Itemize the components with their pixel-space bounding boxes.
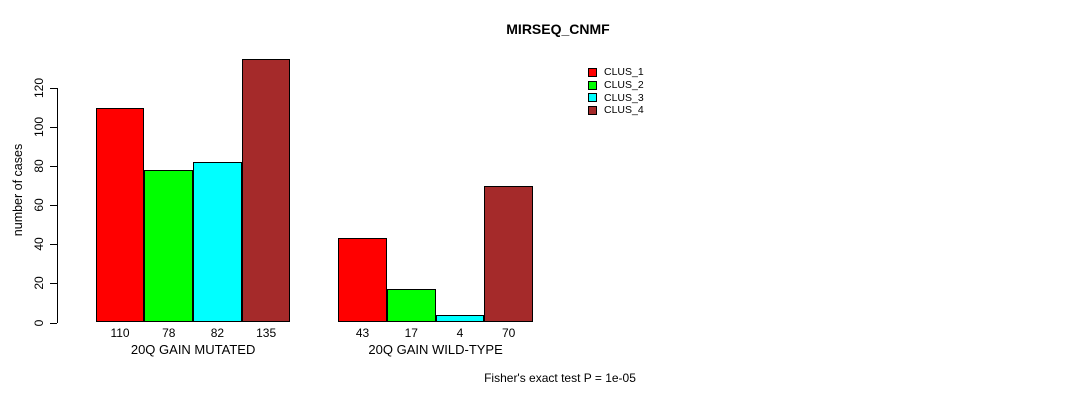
y-axis-tick [50, 205, 57, 207]
y-axis-tick-label: 0 [32, 319, 46, 326]
bar-value-label: 78 [162, 325, 176, 340]
bar-value-label: 135 [256, 325, 277, 340]
legend-swatch-clus_4 [588, 105, 597, 115]
chart-title: MIRSEQ_CNMF [506, 21, 610, 37]
bar-clus_1 [95, 107, 145, 323]
fisher-test-annotation: Fisher's exact test P = 1e-05 [484, 371, 636, 385]
bar-clus_3 [193, 162, 242, 323]
legend-label: CLUS_2 [604, 79, 644, 91]
legend-swatch-clus_3 [588, 93, 597, 103]
y-axis-tick-label: 40 [32, 237, 46, 251]
bar-value-label: 70 [501, 325, 516, 340]
bar-value-label: 43 [355, 325, 370, 340]
bar-clus_4 [241, 58, 291, 323]
y-axis-tick-label: 60 [32, 198, 46, 212]
y-axis-tick-label: 120 [32, 77, 46, 98]
y-axis-label: number of cases [11, 143, 25, 237]
y-axis-tick [50, 166, 57, 168]
bar-value-label: 110 [110, 325, 130, 340]
legend-label: CLUS_4 [604, 104, 644, 117]
bar-clus_3 [435, 314, 485, 323]
bar-clus_2 [386, 289, 436, 323]
legend-label: CLUS_1 [604, 66, 644, 79]
bar-value-label: 82 [210, 325, 225, 340]
group-label: 20Q GAIN WILD-TYPE [368, 342, 503, 357]
y-axis-tick-label: 100 [32, 117, 46, 138]
bar-clus_2 [144, 170, 194, 323]
y-axis-tick [50, 244, 57, 246]
group-label: 20Q GAIN MUTATED [130, 342, 256, 357]
y-axis-tick [50, 127, 57, 129]
y-axis-tick [50, 283, 57, 285]
y-axis-tick [50, 87, 57, 89]
legend-swatch-clus_2 [588, 80, 597, 90]
bar-clus_4 [484, 185, 533, 323]
y-axis-tick [50, 322, 57, 324]
legend-label: CLUS_3 [604, 91, 644, 104]
bar-value-label: 4 [456, 325, 464, 340]
legend-swatch-clus_1 [588, 67, 597, 77]
bar-clus_1 [338, 238, 387, 323]
bar-value-label: 17 [404, 325, 418, 340]
y-axis-line [57, 87, 58, 324]
y-axis-tick-label: 80 [32, 159, 46, 173]
y-axis-tick-label: 20 [32, 276, 46, 291]
